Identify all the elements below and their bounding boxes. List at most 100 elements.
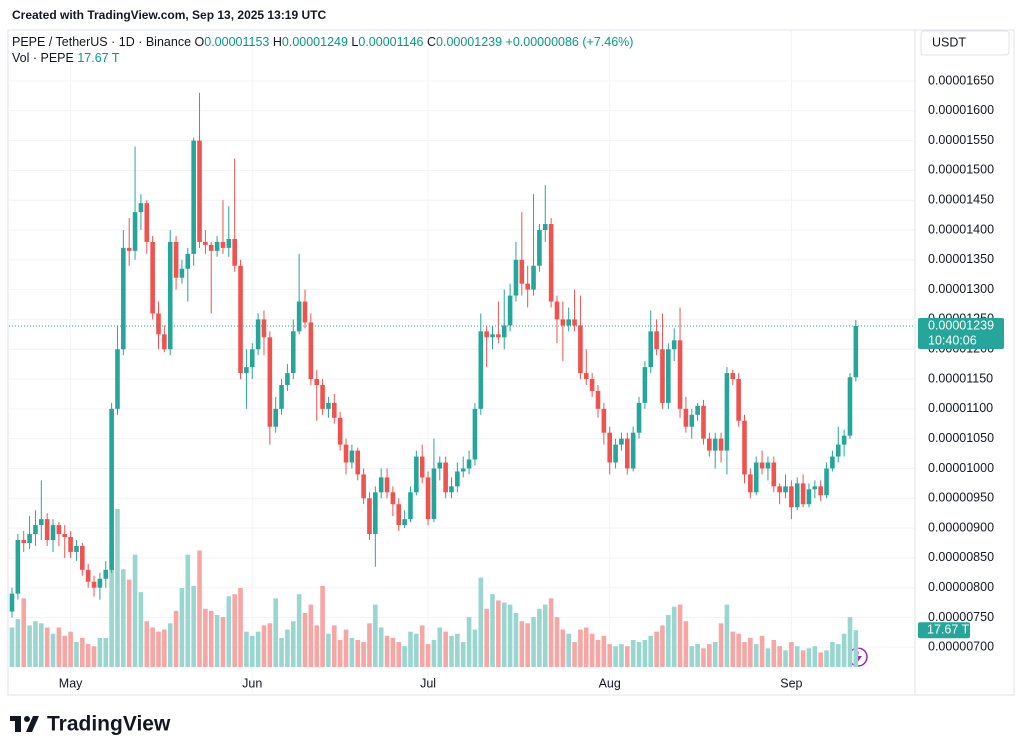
volume-bar xyxy=(525,623,530,667)
y-tick-label: 0.00000750 xyxy=(928,610,994,624)
volume-bar xyxy=(115,508,120,667)
candle-body xyxy=(332,402,337,418)
volume-bar xyxy=(537,608,542,667)
volume-bar xyxy=(320,585,325,667)
candle-body xyxy=(115,349,120,409)
volume-bar xyxy=(490,594,495,667)
candle-body xyxy=(150,241,155,314)
ohlc-key: H xyxy=(272,35,282,49)
candle-body xyxy=(566,319,571,326)
volume-bar xyxy=(273,598,278,667)
candle-body xyxy=(156,313,161,335)
volume-bar xyxy=(683,621,689,667)
volume-bar xyxy=(121,569,126,667)
volume-bar xyxy=(513,612,519,667)
volume-bar xyxy=(179,587,185,667)
volume-bar xyxy=(419,625,425,667)
volume-bar xyxy=(560,629,566,667)
volume-value: 17.67 T xyxy=(77,51,120,65)
volume-bar xyxy=(630,639,636,667)
volume-bar xyxy=(625,646,630,667)
candle-body xyxy=(824,468,829,496)
volume-bar xyxy=(794,646,800,667)
candle-body xyxy=(789,486,794,508)
volume-bar xyxy=(607,644,613,667)
volume-bar xyxy=(771,639,777,667)
volume-bar xyxy=(91,646,97,667)
y-tick-label: 0.00001300 xyxy=(928,282,994,296)
countdown: 10:40:06 xyxy=(928,333,977,347)
volume-legend: Vol · PEPE 17.67 T xyxy=(12,51,120,65)
volume-bar xyxy=(835,644,841,667)
volume-bar xyxy=(367,623,372,667)
candle-body xyxy=(261,319,267,338)
candle-body xyxy=(197,140,202,242)
ohlc-key: C xyxy=(426,35,437,49)
volume-bar xyxy=(789,642,794,667)
candle-body xyxy=(513,259,519,296)
volume-bar xyxy=(384,635,390,667)
volume-bar xyxy=(572,642,577,667)
y-tick-label: 0.00000700 xyxy=(928,640,994,654)
candle-body xyxy=(144,203,150,242)
volume-bar xyxy=(9,627,15,667)
y-tick-label: 0.00001600 xyxy=(928,103,994,117)
candle-body xyxy=(613,444,618,463)
volume-bar xyxy=(578,629,583,667)
symbol: PEPE / TetherUS · 1D · Binance xyxy=(12,35,192,49)
volume-bar xyxy=(601,635,607,667)
y-tick-label: 0.00001100 xyxy=(928,401,993,415)
x-tick-label: Sep xyxy=(780,676,802,690)
y-tick-label: 0.00001400 xyxy=(928,222,994,236)
candle-body xyxy=(238,265,243,374)
volume-bar xyxy=(636,642,642,667)
volume-bar xyxy=(507,604,513,667)
candle-body xyxy=(296,301,302,332)
candle-body xyxy=(449,486,454,493)
ohlc-value: 0.00001239 xyxy=(436,35,503,49)
candle-body xyxy=(308,322,314,380)
volume-bar xyxy=(619,644,624,667)
y-tick-label: 0.00001350 xyxy=(928,252,994,266)
candle-body xyxy=(390,492,396,505)
candle-body xyxy=(402,519,407,526)
volume-bar xyxy=(806,648,812,667)
candle-body xyxy=(460,468,466,472)
x-tick-label: May xyxy=(59,676,83,690)
candle-body xyxy=(103,569,109,579)
volume-bar xyxy=(765,648,771,667)
candle-body xyxy=(642,367,648,403)
candle-body xyxy=(80,545,85,570)
candle-body xyxy=(601,408,607,433)
volume-bar xyxy=(337,639,343,667)
candle-body xyxy=(425,477,431,520)
volume-bar xyxy=(478,577,484,667)
volume-bar xyxy=(408,631,413,667)
candle-body xyxy=(279,385,284,409)
candle-body xyxy=(759,462,765,469)
candle-body xyxy=(812,486,818,490)
volume-bar xyxy=(308,604,314,667)
candle-body xyxy=(384,477,390,493)
volume-bar xyxy=(753,644,759,667)
volume-bar xyxy=(261,625,267,667)
volume-bar xyxy=(132,554,138,667)
volume-tag-label: 17.67 T xyxy=(927,623,970,637)
created-line: Created with TradingView.com, Sep 13, 20… xyxy=(12,8,327,22)
currency-box[interactable] xyxy=(920,30,1010,56)
volume-bar xyxy=(15,619,21,667)
ohlc-key: L xyxy=(351,35,359,49)
volume-bar xyxy=(109,544,114,667)
candle-body xyxy=(455,471,460,487)
volume-bar xyxy=(167,623,173,667)
candle-body xyxy=(537,230,542,266)
candle-body xyxy=(285,373,290,385)
candle-body xyxy=(496,334,501,338)
volume-bar xyxy=(361,642,366,667)
volume-bar xyxy=(583,627,589,667)
candle-body xyxy=(554,301,560,320)
candle-body xyxy=(320,385,325,409)
volume-bar xyxy=(759,635,765,667)
y-tick-label: 0.00000900 xyxy=(928,520,994,534)
candle-body xyxy=(712,438,718,451)
